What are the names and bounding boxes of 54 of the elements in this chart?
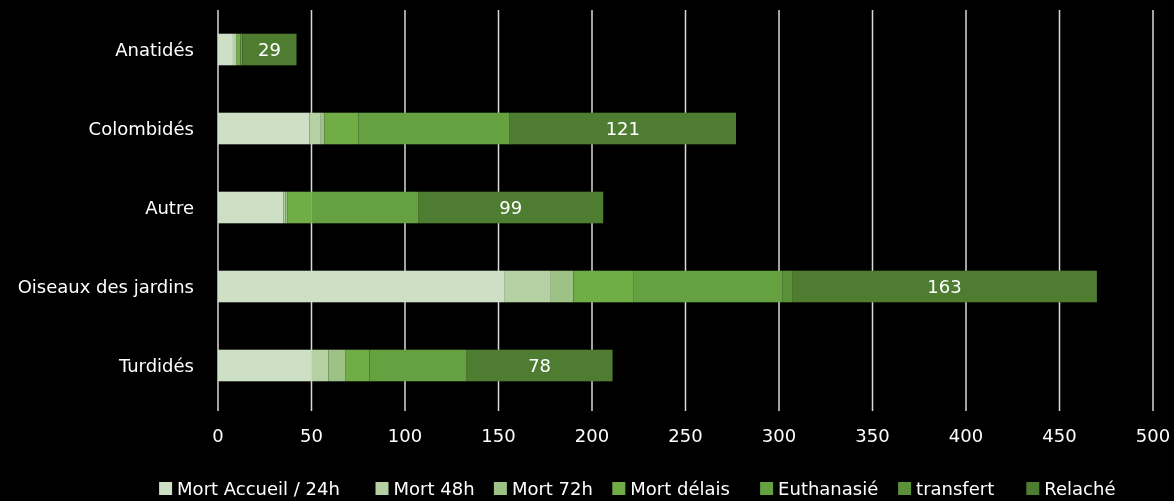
bar [218,191,284,224]
x-tick-label: 500 [1135,425,1171,446]
y-tick-label: Turdidés [117,354,194,376]
y-tick-label: Colombidés [88,117,194,139]
legend-label: Mort délais [630,478,730,499]
bar [573,270,634,303]
legend-label: Mort Accueil / 24h [177,478,340,499]
bar [218,270,505,303]
legend-label: Euthanasié [778,478,879,499]
bar [792,270,1097,303]
bar [509,112,736,145]
x-tick-label: 0 [212,425,224,446]
x-tick-label: 350 [855,425,890,446]
bar [218,349,312,382]
bar [232,33,237,66]
x-tick-label: 100 [387,425,423,446]
bar [466,349,613,382]
x-tick-label: 200 [574,425,610,446]
data-label: 29 [257,38,281,60]
y-tick-label: Autre [145,196,194,218]
bar [633,270,783,303]
bar [369,349,467,382]
x-tick-label: 300 [761,425,797,446]
legend-label: Relaché [1044,478,1116,499]
legend-label: Mort 72h [511,478,593,499]
bar [358,112,510,145]
bar [328,349,346,382]
bar [218,112,310,145]
bar [782,270,793,303]
legend-label: Mort 48h [393,478,475,499]
bar [218,33,233,66]
x-tick-label: 450 [1042,425,1077,446]
y-tick-label: Anatidés [115,38,194,60]
bar [504,270,551,303]
data-label: 163 [927,275,962,297]
bar [242,33,297,66]
bar [324,112,359,145]
data-label: 121 [605,117,641,139]
bar [345,349,370,382]
bar [320,112,325,145]
data-label: 78 [528,354,552,376]
x-tick-label: 250 [668,425,703,446]
x-tick-label: 50 [300,425,323,446]
y-tick-label: Oiseaux des jardins [17,275,194,297]
bar [309,112,321,145]
bar [550,270,574,303]
x-tick-label: 400 [948,425,984,446]
bar [287,191,312,224]
legend-label: transfert [916,478,995,499]
x-tick-label: 150 [481,425,516,446]
bar [311,191,419,224]
data-label: 99 [499,196,523,218]
bar [418,191,604,224]
bar [311,349,329,382]
